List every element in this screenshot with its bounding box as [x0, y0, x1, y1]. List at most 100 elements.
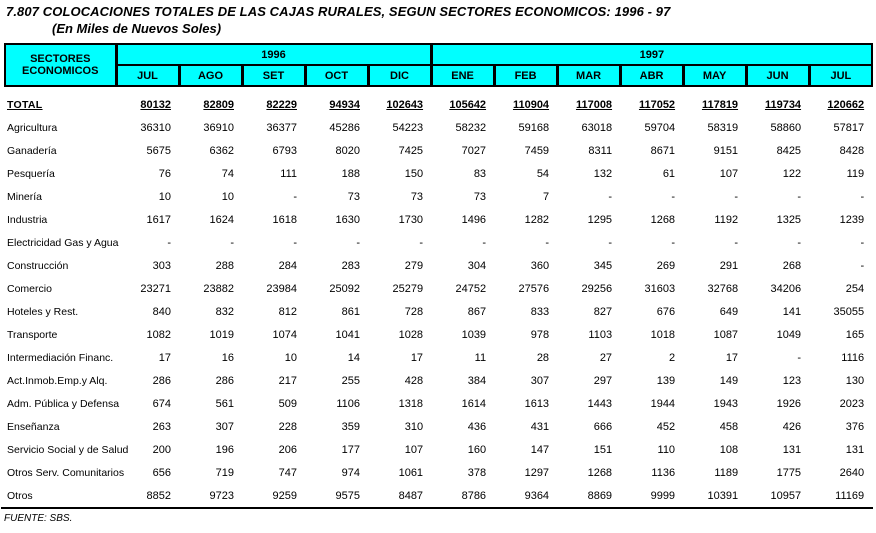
cell-value: 228	[278, 420, 297, 433]
cell-value: 80132	[140, 98, 171, 111]
table-row: Intermediación Financ. 17 16 10 14 17 11 28 27 2 1…	[5, 346, 872, 369]
cell-value: 6362	[209, 144, 234, 157]
cell-value: 160	[467, 443, 487, 456]
table-row: Electricidad Gas y Agua - - - - - - - - - - - -	[5, 231, 872, 254]
row-label: Minería	[7, 190, 43, 203]
cell-value: 83	[473, 167, 487, 180]
cell-value: 73	[347, 190, 360, 203]
cell-value: 458	[719, 420, 739, 433]
cell-value: 196	[215, 443, 234, 456]
header-year-1996: 1996	[114, 43, 433, 66]
row-label: Ganadería	[7, 144, 57, 157]
cell-value: 31603	[644, 282, 676, 295]
table-row: Ganadería 5675 6362 6793 8020 7425 7027 7459 831…	[5, 139, 872, 162]
cell-value: 428	[404, 374, 424, 387]
cell-value: 1943	[713, 397, 739, 410]
cell-value: 284	[278, 259, 297, 272]
row-label: Intermediación Financ.	[7, 351, 114, 364]
header-month-1997-abr: ABR	[618, 64, 685, 87]
cell-value: 9364	[524, 489, 550, 502]
cell-value: -	[608, 236, 613, 249]
cell-value: 384	[467, 374, 487, 387]
table-row: Otros 8852 9723 9259 9575 8487 8786 9364 8869 999…	[5, 484, 872, 507]
cell-value: 74	[221, 167, 234, 180]
cell-value: 649	[719, 305, 739, 318]
cell-value: 1775	[776, 466, 802, 479]
row-label: Comercio	[7, 282, 52, 295]
cell-value: 360	[530, 259, 550, 272]
cell-value: 2	[668, 351, 676, 364]
cell-value: 82229	[266, 98, 297, 111]
cell-value: 1041	[335, 328, 360, 341]
cell-value: 1613	[524, 397, 550, 410]
cell-value: 14	[347, 351, 360, 364]
table-body: TOTAL 80132 82809 82229 94934 102643 105642 110…	[5, 86, 872, 507]
table-row: Minería 10 10 - 73 73 73 7 - - - - -	[5, 185, 872, 208]
cell-value: 509	[278, 397, 297, 410]
table-row: Industria 1617 1624 1618 1630 1730 1496 1282 129…	[5, 208, 872, 231]
cell-value: 58319	[707, 121, 739, 134]
cell-value: 1297	[524, 466, 550, 479]
cell-value: 1018	[650, 328, 676, 341]
cell-value: 17	[725, 351, 739, 364]
cell-value: 1282	[524, 213, 550, 226]
cell-value: 1268	[587, 466, 613, 479]
table-row: Comercio 23271 23882 23984 25092 25279 24752 27…	[5, 277, 872, 300]
cell-value: 1074	[272, 328, 297, 341]
cell-value: 123	[782, 374, 802, 387]
header-sectores-line1: SECTORES	[30, 53, 91, 65]
cell-value: -	[797, 351, 802, 364]
cell-value: 17	[158, 351, 171, 364]
cell-value: -	[419, 236, 424, 249]
header-spacer	[5, 86, 872, 93]
cell-value: 1614	[461, 397, 487, 410]
cell-value: 1239	[839, 213, 865, 226]
cell-value: 130	[845, 374, 865, 387]
cell-value: -	[671, 190, 676, 203]
header-month-1996-set: SET	[240, 64, 306, 87]
cell-value: 283	[341, 259, 360, 272]
footer-divider	[1, 507, 873, 509]
cell-value: 1926	[776, 397, 802, 410]
cell-value: 286	[152, 374, 171, 387]
cell-value: 7425	[398, 144, 424, 157]
page-subtitle: (En Miles de Nuevos Soles)	[52, 21, 222, 36]
cell-value: 36310	[140, 121, 171, 134]
cell-value: 9259	[272, 489, 297, 502]
cell-value: 1039	[461, 328, 487, 341]
cell-value: 10391	[707, 489, 739, 502]
cell-value: 25092	[329, 282, 360, 295]
header-month-1997-ene: ENE	[429, 64, 496, 87]
cell-value: 1268	[650, 213, 676, 226]
cell-value: -	[482, 236, 487, 249]
header-month-1996-oct: OCT	[303, 64, 369, 87]
cell-value: 1106	[336, 397, 360, 410]
cell-value: 832	[215, 305, 234, 318]
title-block: 7.807 COLOCACIONES TOTALES DE LAS CAJAS …	[0, 0, 876, 36]
cell-value: 150	[404, 167, 424, 180]
cell-value: 1295	[587, 213, 613, 226]
cell-value: 105642	[449, 98, 487, 111]
cell-value: 73	[410, 190, 424, 203]
cell-value: 59704	[644, 121, 676, 134]
cell-value: -	[545, 236, 550, 249]
cell-value: 76	[158, 167, 171, 180]
cell-value: 8869	[587, 489, 613, 502]
cell-value: 122	[782, 167, 802, 180]
cell-value: 117008	[575, 98, 613, 111]
cell-value: 1624	[209, 213, 234, 226]
table-row: TOTAL 80132 82809 82229 94934 102643 105642 110…	[5, 93, 872, 116]
cell-value: 10	[158, 190, 171, 203]
cell-value: 73	[473, 190, 487, 203]
cell-value: 656	[152, 466, 171, 479]
cell-value: 188	[341, 167, 360, 180]
cell-value: 719	[215, 466, 234, 479]
cell-value: -	[860, 190, 865, 203]
cell-value: 10	[284, 351, 297, 364]
cell-value: 303	[152, 259, 171, 272]
cell-value: 11	[474, 351, 487, 364]
cell-value: 147	[530, 443, 550, 456]
cell-value: 1325	[776, 213, 802, 226]
cell-value: 861	[341, 305, 360, 318]
cell-value: 8852	[146, 489, 171, 502]
